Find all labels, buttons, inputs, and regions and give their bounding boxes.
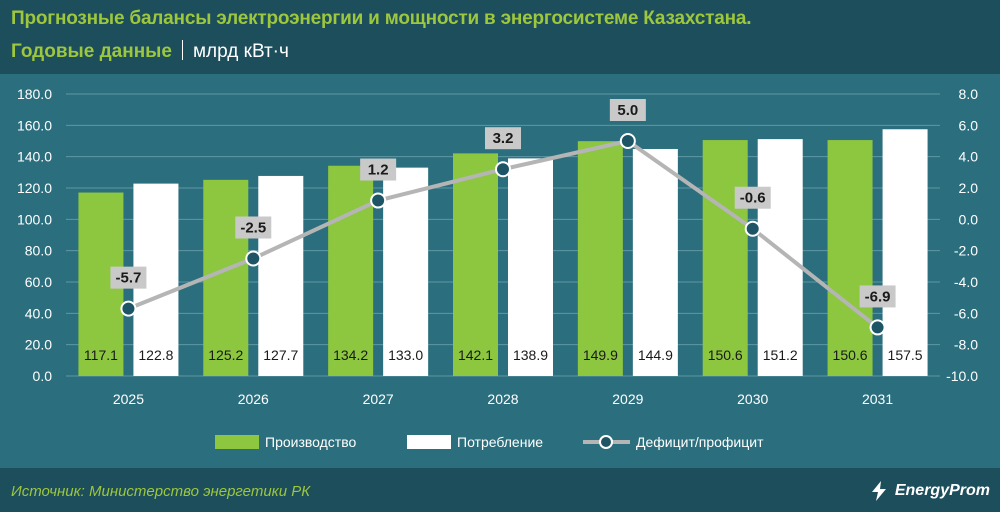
lightning-icon: [871, 481, 886, 501]
bar-consumption: [383, 167, 429, 376]
bar-label-production: 150.6: [708, 347, 743, 363]
bar-consumption: [508, 158, 553, 376]
bar-production: [702, 140, 748, 376]
bar-label-production: 150.6: [833, 347, 868, 363]
balance-marker: [245, 250, 262, 267]
right-axis-tick: -4.0: [954, 274, 978, 290]
balance-label-box: [485, 127, 521, 150]
legend-swatch-production: [215, 435, 259, 449]
balance-label-box: [235, 216, 272, 239]
balance-label-box: [734, 186, 771, 209]
header: Прогнозные балансы электроэнергии и мощн…: [0, 0, 1000, 73]
balance-label-box: [859, 285, 896, 308]
legend-swatch-balance-marker: [599, 435, 613, 449]
bar-label-consumption: 122.8: [138, 347, 173, 363]
bar-consumption: [258, 175, 304, 376]
bar-consumption: [882, 129, 928, 376]
x-axis-tick: 2027: [363, 391, 394, 407]
bar-label-production: 142.1: [458, 347, 493, 363]
x-axis-tick: 2028: [487, 391, 518, 407]
bar-label-production: 149.9: [583, 347, 618, 363]
balance-label: 1.2: [368, 162, 389, 179]
left-axis-tick: 0.0: [33, 368, 53, 384]
left-axis-tick: 140.0: [17, 149, 52, 165]
balance-label: -5.7: [115, 270, 141, 287]
balance-marker: [744, 220, 761, 237]
chart-subtitle: Годовые данные: [11, 41, 172, 62]
balance-label: 5.0: [617, 102, 638, 119]
balance-marker: [495, 161, 511, 178]
bar-label-production: 117.1: [84, 347, 118, 363]
right-axis-tick: -2.0: [954, 243, 978, 259]
bar-production: [203, 179, 249, 376]
left-axis-tick: 180.0: [17, 86, 52, 102]
left-axis-tick: 160.0: [17, 117, 52, 133]
bar-production: [328, 165, 374, 376]
legend-swatch-consumption: [407, 435, 451, 449]
plot-panel: 180.0 160.0 140.0 120.0 100.0 80.0 60.0 40.0 20.…: [0, 74, 1000, 468]
right-axis-tick: 0.0: [959, 211, 979, 227]
right-axis-tick: 4.0: [959, 149, 979, 165]
bar-label-consumption: 157.5: [888, 347, 923, 363]
bar-label-consumption: 151.2: [763, 347, 798, 363]
balance-marker: [869, 319, 886, 336]
balance-marker: [370, 192, 387, 209]
unit-label: млрд кВт·ч: [192, 41, 289, 62]
bar-production: [827, 140, 873, 376]
x-axis-tick: 2025: [113, 391, 144, 407]
energyprom-logo: EnergyProm: [868, 478, 990, 504]
subtitle-separator: [181, 40, 183, 60]
bar-label-consumption: 133.0: [388, 347, 423, 363]
bar-label-consumption: 144.9: [638, 347, 673, 363]
chart-svg: 180.0 160.0 140.0 120.0 100.0 80.0 60.0 40.0 20.…: [17, 86, 979, 450]
footer: Источник: Министерство энергетики РК Ene…: [0, 468, 1000, 512]
bar-consumption: [632, 148, 678, 376]
chart-title: Прогнозные балансы электроэнергии и мощн…: [11, 8, 752, 29]
bar-label-consumption: 127.7: [263, 347, 298, 363]
balance-label-box: [360, 158, 397, 181]
balance-label-box: [609, 99, 646, 121]
x-axis-tick: 2031: [862, 391, 893, 407]
balance-marker: [619, 133, 636, 149]
left-axis-tick: 40.0: [25, 305, 52, 321]
right-axis-tick: 2.0: [959, 180, 979, 196]
left-axis-tick: 100.0: [17, 211, 52, 227]
bar-production: [453, 153, 498, 376]
x-axis-tick: 2029: [612, 391, 643, 407]
left-axis-tick: 120.0: [17, 180, 52, 196]
subtitle-row: Годовые данные млрд кВт·ч: [11, 40, 289, 63]
legend-label-production: Производство: [265, 434, 356, 450]
right-axis-tick: -8.0: [954, 337, 978, 353]
balance-label: -6.9: [865, 288, 891, 305]
x-axis-tick: 2026: [238, 391, 269, 407]
bar-consumption: [757, 139, 803, 376]
left-axis-tick: 60.0: [25, 274, 52, 290]
balance-label: -2.5: [240, 220, 266, 237]
legend-label-balance: Дефицит/профицит: [636, 434, 764, 450]
bar-label-production: 125.2: [208, 347, 243, 363]
legend-label-consumption: Потребление: [457, 434, 543, 450]
balance-label-box: [110, 266, 147, 289]
right-axis-tick: 8.0: [959, 86, 979, 102]
bar-production: [577, 141, 623, 376]
right-axis-tick: 6.0: [959, 117, 979, 133]
logo-text: EnergyProm: [894, 482, 990, 499]
bar-label-consumption: 138.9: [513, 347, 548, 363]
balance-label: -0.6: [740, 190, 766, 207]
right-axis-tick: -10.0: [946, 368, 978, 384]
source-text: Источник: Министерство энергетики РК: [11, 483, 311, 500]
left-axis-tick: 80.0: [25, 243, 52, 259]
x-axis-tick: 2030: [737, 391, 768, 407]
bar-label-production: 134.2: [333, 347, 368, 363]
balance-marker: [120, 300, 137, 317]
right-axis-tick: -6.0: [954, 305, 978, 321]
left-axis-tick: 20.0: [25, 337, 52, 353]
balance-label: 3.2: [493, 130, 514, 147]
